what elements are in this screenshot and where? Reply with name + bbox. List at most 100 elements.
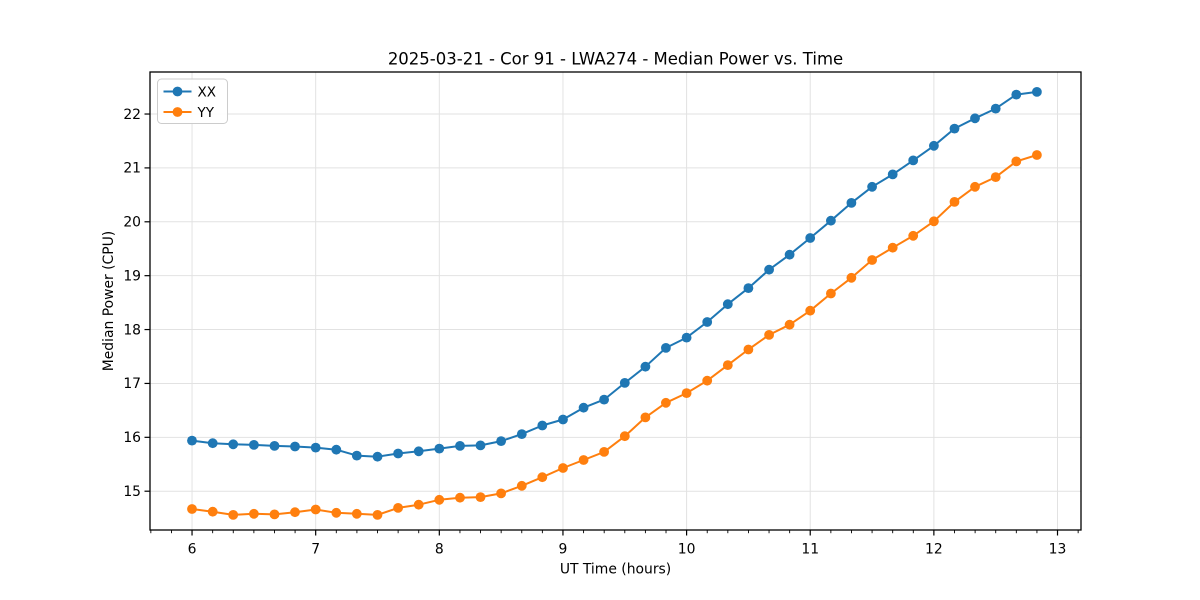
legend-marker-sample [172,86,183,97]
series-xx-marker [1011,89,1022,100]
y-tick-label: 17 [123,376,141,392]
series-yy-marker [310,504,321,515]
series-xx [187,87,1042,462]
grid [150,72,1081,530]
series-xx-marker [310,442,321,453]
series-yy-marker [908,230,919,241]
series-xx-marker [867,181,877,192]
series-yy-marker [846,272,857,283]
series-xx-marker [640,361,651,372]
series-xx-marker [372,451,383,462]
series-xx-marker [599,394,609,405]
x-tick-label: 9 [559,542,568,558]
series-xx-marker [413,446,424,457]
legend-entry-yy: YY [163,105,215,121]
x-tick-label: 10 [678,542,696,558]
series-yy-marker [599,447,609,457]
series-xx-marker [784,249,795,260]
legend: XX YY [157,78,228,124]
x-tick-label: 13 [1049,542,1067,558]
series-yy-marker [722,360,733,370]
y-tick-label: 21 [123,161,141,177]
series-xx-marker [537,420,548,431]
series-yy-marker [537,472,548,483]
legend-entry-label: YY [197,105,215,121]
series-yy-marker [805,305,816,316]
series-xx-marker [826,215,836,226]
y-tick-label: 19 [123,268,141,284]
series-yy-marker [413,499,424,510]
series-xx-marker [619,378,630,388]
series-yy-marker [516,480,527,491]
series-yy-marker [269,509,280,520]
series-yy-marker [393,503,403,513]
series-xx-marker [558,414,568,425]
series-yy-marker [743,344,754,355]
series-xx-marker [228,439,239,450]
y-tick-label: 20 [123,215,141,231]
series-yy-marker [249,508,259,519]
x-tick-label: 8 [435,542,444,558]
legend-marker-sample [172,107,183,117]
series-yy-line [191,154,1038,516]
series-xx-marker [331,444,342,455]
series-yy-marker [764,330,774,340]
series-yy-marker [475,492,486,502]
series-yy-marker [887,242,898,253]
series-xx-marker [351,450,362,461]
series-yy-marker [1032,150,1042,160]
series-xx-marker [1032,87,1042,97]
series-xx-marker [764,264,774,275]
series-xx-marker [681,332,692,343]
series-xx-marker [393,448,403,459]
series-xx-marker [434,443,445,454]
series-xx-marker [455,441,465,451]
series-xx-marker [475,440,486,451]
series-yy-marker [558,463,568,473]
series-yy-marker [455,492,465,503]
series-yy-marker [496,488,506,499]
series-yy-marker [867,255,877,265]
series-yy-marker [351,508,362,519]
series-yy-marker [290,507,300,518]
series-yy-marker [228,510,239,520]
series-xx-marker [970,113,980,124]
series-yy-marker [331,507,342,518]
series-xx-marker [249,440,259,450]
series-yy-marker [434,494,445,505]
series-xx-marker [702,317,713,327]
series-xx-marker [743,283,754,293]
series-yy-marker [578,455,589,465]
series-xx-marker [207,438,218,449]
series-xx-line [191,90,1038,458]
chart-title: 2025-03-21 - Cor 91 - LWA274 - Median Po… [388,50,843,69]
x-axis: 6 7 8 9 10 11 12 13 [150,530,1079,558]
series-yy-marker [619,431,630,442]
series-yy-marker [929,216,939,227]
series-xx-marker [805,233,816,243]
series-yy-marker [990,172,1001,183]
series-xx-marker [722,299,733,310]
series-xx-marker [516,429,527,439]
series-yy-marker [187,504,197,514]
x-tick-label: 11 [801,542,819,558]
series-xx-marker [578,402,589,413]
series-xx-marker [269,441,280,451]
series-yy-marker [681,388,692,398]
series-yy [187,150,1042,520]
y-tick-label: 15 [123,484,141,500]
plot-area [149,71,1082,531]
legend-entry-xx: XX [163,84,216,100]
series-xx-marker [290,441,300,452]
series-yy-marker [661,397,671,408]
x-tick-label: 6 [188,542,197,558]
series-yy-marker [784,319,795,330]
x-tick-label: 7 [311,542,320,558]
series-yy-marker [1011,156,1022,167]
y-tick-label: 18 [123,322,141,338]
y-tick-label: 22 [123,107,141,123]
series-xx-marker [661,343,671,353]
x-tick-label: 12 [925,542,943,558]
